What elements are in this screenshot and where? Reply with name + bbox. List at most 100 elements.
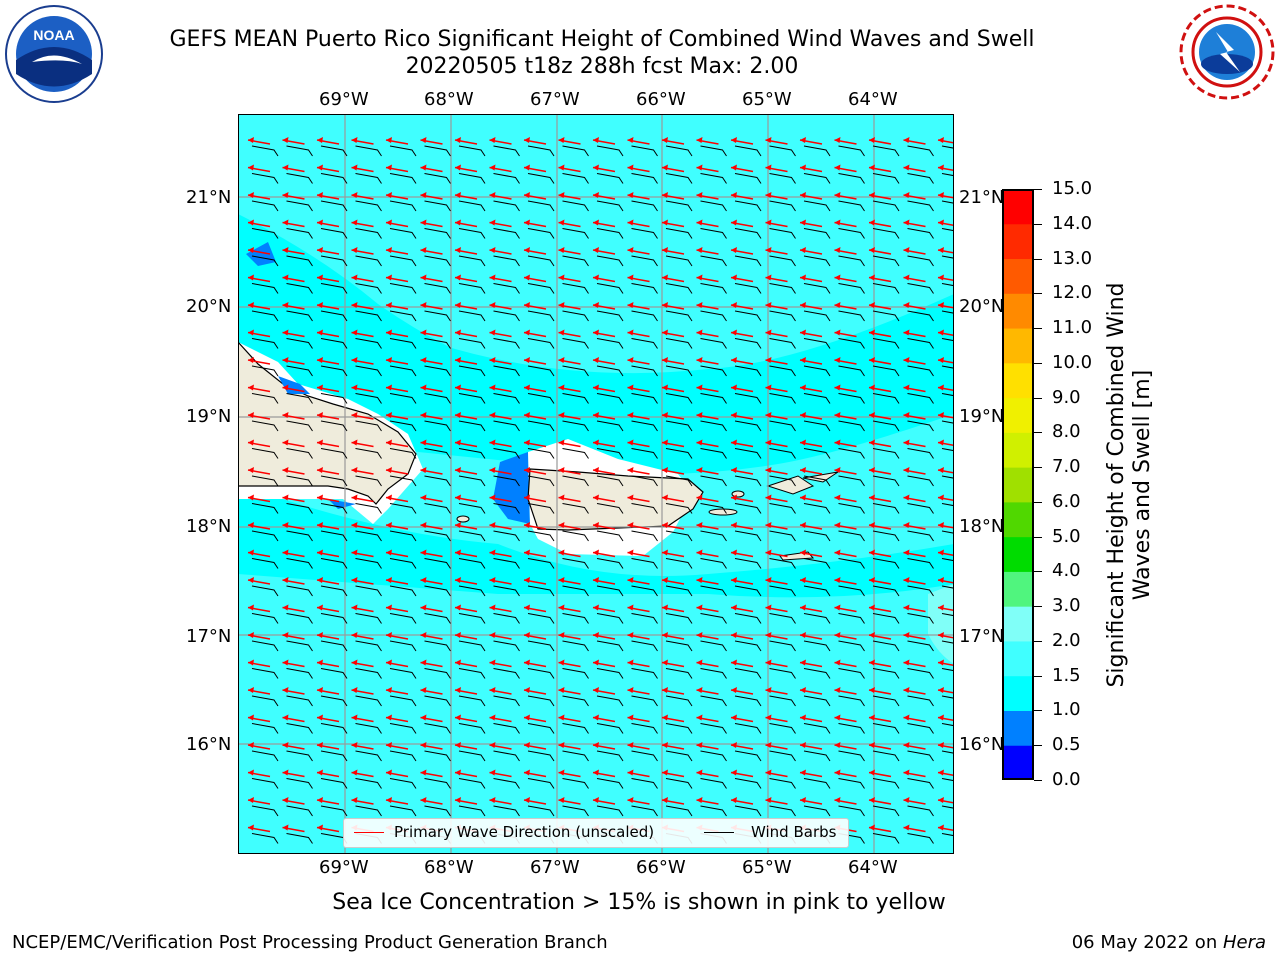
wind-barb: [631, 503, 658, 514]
wind-barb: [424, 365, 451, 377]
wave-arrow-head: [455, 769, 461, 776]
wind-barb: [562, 420, 589, 432]
mona-island: [456, 515, 470, 523]
colorbar-tick: 2.0: [1052, 629, 1081, 651]
wind-barb: [527, 503, 555, 514]
wave-arrow-head: [248, 494, 254, 501]
wind-barb: [355, 695, 382, 707]
wave-arrow-head: [593, 604, 599, 611]
wave-arrow-head: [489, 577, 496, 583]
wind-barb: [907, 613, 934, 624]
wave-arrow-head: [386, 494, 392, 501]
wind-barb: [734, 613, 762, 624]
nws-logo-icon: [1179, 4, 1275, 100]
wind-barb: [424, 145, 451, 157]
wind-barb: [631, 805, 658, 817]
wave-arrow-head: [903, 137, 910, 143]
wave-arrow-head: [696, 604, 703, 611]
wave-arrow-head: [455, 604, 461, 611]
wind-barb: [700, 503, 727, 514]
wind-barb: [320, 750, 348, 762]
wind-barb: [458, 475, 486, 487]
wave-arrow-head: [903, 604, 910, 611]
wave-arrow-head: [248, 742, 254, 748]
wind-barb: [251, 723, 279, 734]
wind-barb: [734, 723, 762, 734]
wave-arrow-head: [386, 742, 392, 748]
wind-barb: [803, 778, 831, 789]
wave-arrow-head: [524, 137, 530, 143]
wind-barb: [803, 420, 831, 432]
wave-arrow-head: [455, 164, 461, 171]
wind-barb: [734, 255, 762, 267]
wave-arrow-head: [386, 192, 392, 198]
wave-arrow-head: [420, 687, 427, 693]
wind-barb: [286, 530, 313, 542]
wave-arrow-head: [834, 797, 841, 803]
wind-barb: [769, 310, 796, 322]
wave-arrow-head: [696, 439, 703, 446]
wind-barb: [458, 365, 486, 377]
wind-barb: [355, 420, 382, 432]
colorbar-tick-mark: [1034, 780, 1042, 781]
wind-barb: [493, 365, 520, 377]
colorbar-swatch: [1002, 675, 1034, 711]
wind-barb: [631, 173, 658, 184]
wind-barb: [527, 255, 555, 267]
wave-arrow-head: [869, 137, 875, 143]
wind-barb: [458, 283, 486, 294]
wave-arrow-head: [282, 274, 289, 281]
wind-barb: [665, 173, 693, 184]
wind-barb: [251, 365, 279, 377]
wave-arrow-head: [869, 247, 875, 253]
wave-arrow-head: [903, 769, 910, 776]
wave-arrow-head: [696, 219, 703, 226]
wave-arrow-head: [420, 659, 427, 666]
wave-arrow-head: [351, 439, 358, 446]
wave-arrow-head: [869, 632, 875, 638]
wind-barb: [838, 750, 865, 762]
wind-barb: [803, 173, 831, 184]
wind-barb: [320, 145, 348, 157]
wind-barb: [527, 613, 555, 624]
wind-barb: [596, 365, 624, 377]
wind-barb: [700, 668, 727, 679]
wave-arrow-head: [903, 412, 910, 418]
wind-barb: [596, 338, 624, 349]
wave-arrow-head: [351, 467, 358, 473]
wave-arrow-head: [455, 329, 461, 336]
wind-barb: [803, 145, 831, 157]
wind-barb: [286, 778, 313, 789]
wave-arrow-head: [386, 412, 392, 418]
wind-barb: [389, 558, 417, 569]
wind-barb: [286, 448, 313, 459]
wave-arrow-head: [524, 687, 530, 693]
wind-barb: [665, 558, 693, 569]
wave-arrow-head: [386, 632, 392, 638]
lon-tick: 69°W: [319, 857, 369, 878]
wave-arrow-head: [696, 632, 703, 638]
wave-arrow-head: [524, 769, 530, 776]
wave-arrow-head: [593, 687, 599, 693]
wind-barb: [769, 145, 796, 157]
wind-barb: [907, 558, 934, 569]
wind-barb: [769, 448, 796, 459]
wave-arrow-head: [800, 632, 806, 638]
wave-arrow-head: [248, 164, 254, 171]
wave-arrow-head: [834, 219, 841, 226]
wave-arrow-head: [317, 522, 323, 528]
wave-arrow-head: [558, 522, 565, 528]
wave-arrow-head: [420, 714, 427, 721]
wind-barb: [631, 530, 658, 542]
wave-arrow-head: [282, 604, 289, 611]
colorbar-swatch: [1002, 536, 1034, 572]
wind-barb: [389, 365, 417, 377]
wind-barb: [424, 173, 451, 184]
wind-barb: [838, 475, 865, 487]
wind-barb: [286, 833, 313, 844]
wave-arrow-head: [489, 274, 496, 281]
wave-arrow-head: [662, 742, 668, 748]
wave-arrow-head: [869, 577, 875, 583]
wind-barb: [838, 585, 865, 597]
wind-barb: [389, 668, 417, 679]
